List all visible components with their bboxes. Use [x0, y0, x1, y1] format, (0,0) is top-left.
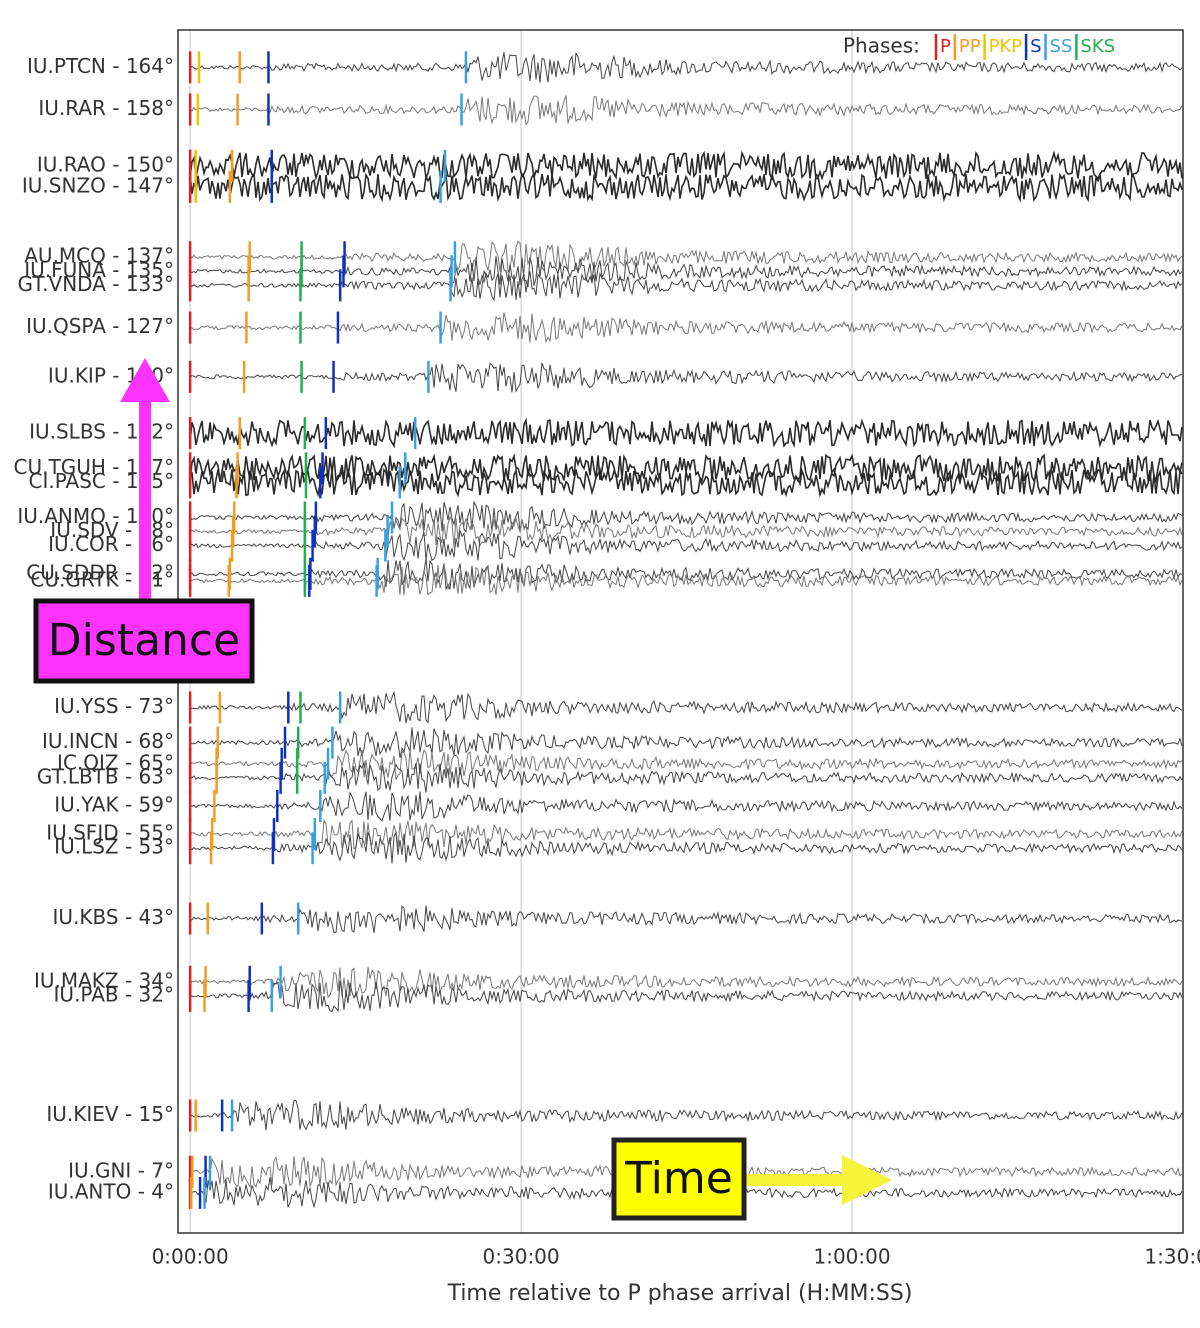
phase-picks	[188, 51, 468, 1209]
distance-annotation: Distance	[33, 358, 255, 684]
time-annotation: Time	[611, 1137, 892, 1221]
distance-label: Distance	[48, 615, 240, 666]
station-label: IU.PTCN - 164°	[27, 54, 174, 78]
waveform	[189, 95, 1183, 126]
waveform	[189, 564, 1183, 596]
station-label: IU.SLBS - 112°	[29, 420, 174, 444]
distance-arrow-shaft	[139, 395, 151, 605]
legend-title: Phases:	[843, 34, 920, 58]
station-label: CU.GRTK - 91°	[30, 567, 174, 591]
legend: Phases: P PP PKP S SS SKS	[843, 34, 1115, 60]
station-label: IU.ANTO - 4°	[48, 1179, 174, 1203]
station-label: IU.YSS - 73°	[54, 694, 174, 718]
waveform	[189, 417, 1183, 449]
station-label: AU.MCQ - 137°	[24, 244, 174, 268]
legend-label: SS	[1050, 36, 1073, 57]
waveform	[189, 760, 1183, 793]
waveform	[189, 690, 1183, 724]
station-label: IU.SDV - 98°	[50, 518, 174, 542]
station-label: IU.KBS - 43°	[53, 905, 174, 929]
waveform	[189, 500, 1183, 533]
waveform	[189, 269, 1183, 302]
time-arrow-head	[842, 1155, 892, 1205]
station-label: IU.RAR - 158°	[38, 96, 174, 120]
station-label: IU.LSZ - 53°	[54, 835, 174, 859]
station-label: IU.SFJD - 55°	[46, 821, 174, 845]
station-label: IU.QSPA - 127°	[26, 314, 174, 338]
station-label: GT.LBTB - 63°	[37, 764, 174, 788]
waveform	[189, 256, 1183, 288]
legend-label: P	[940, 36, 951, 57]
station-label: IU.INCN - 68°	[42, 729, 174, 753]
traces	[189, 52, 1183, 1209]
waveform	[189, 530, 1183, 562]
station-label: CI.PASC - 105°	[29, 469, 174, 493]
x-tick-label: 0:00:00	[152, 1245, 229, 1269]
station-label: IU.PAB - 32°	[54, 982, 174, 1006]
waveform	[190, 1099, 1183, 1131]
waveform	[189, 240, 1183, 274]
waveform	[189, 748, 1183, 780]
station-label: IC.QIZ - 65°	[57, 750, 174, 774]
station-label: IU.YAK - 59°	[54, 792, 174, 816]
waveform	[189, 830, 1183, 864]
x-tick-label: 0:30:00	[483, 1245, 560, 1269]
waveform	[189, 515, 1183, 548]
time-box	[611, 1137, 747, 1221]
waveform	[189, 362, 1183, 393]
waveform	[189, 905, 1183, 934]
x-tick-label: 1:00:00	[813, 1245, 890, 1269]
legend-label: PP	[959, 36, 981, 57]
waveform	[189, 171, 1183, 203]
station-label: IU.GNI - 7°	[68, 1158, 174, 1182]
station-label: IU.FUNA - 135°	[24, 258, 174, 282]
legend-label: S	[1030, 36, 1041, 57]
legend-label: SKS	[1080, 36, 1115, 57]
station-label: IU.KIEV - 15°	[46, 1102, 174, 1126]
waveform	[189, 980, 1183, 1013]
waveform	[189, 312, 1183, 344]
time-label: Time	[624, 1153, 733, 1204]
waveform	[189, 966, 1183, 999]
x-axis-label: Time relative to P phase arrival (H:MM:S…	[447, 1281, 913, 1306]
station-label: IU.MAKZ - 34°	[34, 968, 174, 992]
station-label: IU.RAO - 150°	[37, 152, 174, 176]
waveform	[189, 466, 1183, 498]
distance-arrow-head	[120, 358, 170, 402]
distance-box	[33, 598, 255, 684]
station-label: IU.COR - 96°	[48, 532, 174, 556]
x-tick-label: 1:30:00	[1144, 1245, 1200, 1269]
station-label: GT.VNDA - 133°	[18, 272, 174, 296]
waveform	[189, 791, 1183, 822]
time-arrow-shaft	[746, 1174, 846, 1186]
station-label: IU.SNZO - 147°	[22, 173, 174, 197]
waveform	[189, 558, 1183, 591]
waveform	[189, 727, 1183, 759]
legend-label: PKP	[989, 36, 1023, 57]
waveform	[189, 52, 1183, 83]
